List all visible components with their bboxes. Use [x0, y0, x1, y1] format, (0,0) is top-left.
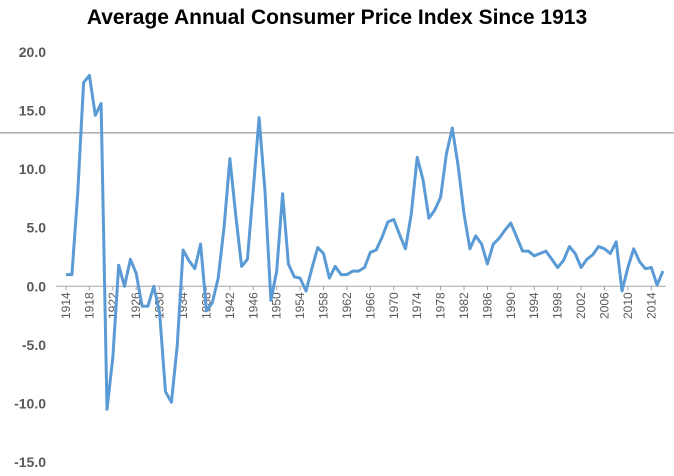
x-tick-label: 1982	[457, 292, 471, 319]
y-tick-label: -10.0	[14, 395, 46, 411]
y-tick-label: -15.0	[14, 454, 46, 470]
x-tick-label: 1918	[82, 292, 96, 319]
x-tick-label: 2014	[644, 292, 658, 319]
x-tick-label: 1986	[480, 292, 494, 319]
x-tick-label: 1998	[551, 292, 565, 319]
x-tick-label: 2002	[574, 292, 588, 319]
x-tick-label: 1950	[270, 292, 284, 319]
x-tick-label: 1942	[223, 292, 237, 319]
y-tick-label: 10.0	[19, 161, 46, 177]
x-tick-label: 1958	[317, 292, 331, 319]
x-tick-label: 1994	[527, 292, 541, 319]
series-line-cpi	[66, 73, 665, 411]
y-tick-label: -5.0	[22, 337, 46, 353]
y-tick-label: 15.0	[19, 103, 46, 119]
x-tick-label: 1946	[246, 292, 260, 319]
x-tick-label: 1974	[410, 292, 424, 319]
x-tick-label: 1962	[340, 292, 354, 319]
y-tick-label: 0.0	[27, 278, 47, 294]
x-tick-label: 1954	[293, 292, 307, 319]
chart-title: Average Annual Consumer Price Index Sinc…	[86, 6, 588, 29]
x-tick-label: 2010	[621, 292, 635, 319]
x-tick-label: 1914	[59, 292, 73, 319]
y-tick-label: 20.0	[19, 44, 46, 60]
x-tick-label: 1978	[434, 292, 448, 319]
y-tick-label: 5.0	[27, 220, 47, 236]
x-tick-label: 1990	[504, 292, 518, 319]
y-axis-ticks: 20.0 15.0 10.0 5.0 0.0 -5.0 -10.0 -15.0	[14, 44, 46, 470]
x-tick-label: 2006	[597, 292, 611, 319]
x-tick-label: 1970	[387, 292, 401, 319]
x-tick-label: 1966	[363, 292, 377, 319]
